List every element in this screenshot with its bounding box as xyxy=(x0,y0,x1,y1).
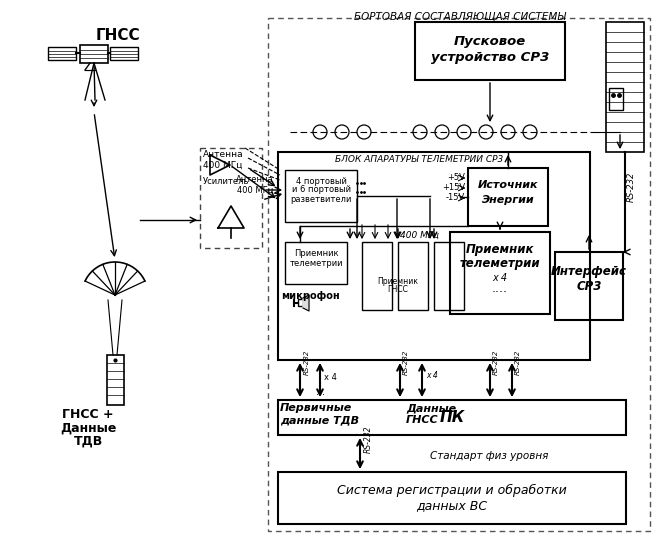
Text: ГНСС: ГНСС xyxy=(96,27,141,43)
Text: БЛОК АПАРАТУРЫ ТЕЛЕМЕТРИИ СР3: БЛОК АПАРАТУРЫ ТЕЛЕМЕТРИИ СР3 xyxy=(335,155,503,163)
Text: телеметрии: телеметрии xyxy=(289,259,343,267)
Text: Антенна
400 МГц: Антенна 400 МГц xyxy=(203,150,244,170)
Text: данных ВС: данных ВС xyxy=(416,500,488,513)
Text: ГНСС +: ГНСС + xyxy=(62,409,114,421)
Text: 4 портовый: 4 портовый xyxy=(296,176,346,185)
Text: Энергии: Энергии xyxy=(482,195,535,205)
Text: х 4: х 4 xyxy=(492,273,508,283)
Text: RS-232: RS-232 xyxy=(493,350,499,375)
Text: х 4: х 4 xyxy=(426,370,438,379)
Text: данные ТДВ: данные ТДВ xyxy=(280,415,359,425)
Text: ГНСС: ГНСС xyxy=(406,415,439,425)
Text: Антенна
400 МГц: Антенна 400 МГц xyxy=(236,175,274,195)
Text: Приемник: Приемник xyxy=(294,248,339,258)
Text: телеметрии: телеметрии xyxy=(459,258,541,271)
Text: RS-232: RS-232 xyxy=(515,350,521,375)
Text: ...: ... xyxy=(316,387,325,397)
Text: Приемник: Приемник xyxy=(378,278,418,287)
Text: 400 МГц: 400 МГц xyxy=(401,231,440,239)
Text: Первичные: Первичные xyxy=(280,403,352,413)
Text: ....: .... xyxy=(492,281,508,294)
Text: ПК: ПК xyxy=(440,411,465,425)
Text: +5V: +5V xyxy=(447,174,465,183)
Text: Система регистрации и обработки: Система регистрации и обработки xyxy=(337,483,567,496)
Text: разветвители: разветвители xyxy=(290,195,352,204)
Text: RS-232: RS-232 xyxy=(403,350,409,375)
Text: БОРТОВАЯ СОСТАВЛЯЮЩАЯ СИСТЕМЫ: БОРТОВАЯ СОСТАВЛЯЮЩАЯ СИСТЕМЫ xyxy=(354,11,566,21)
Text: RS-232: RS-232 xyxy=(304,350,310,375)
Text: Приемник: Приемник xyxy=(466,244,534,257)
Text: Данные: Данные xyxy=(60,421,116,434)
Text: -15V: -15V xyxy=(446,194,465,203)
Text: +15V: +15V xyxy=(442,183,465,192)
Text: RS-232: RS-232 xyxy=(364,425,372,453)
Text: х 4: х 4 xyxy=(324,374,337,383)
Text: Пусковое: Пусковое xyxy=(454,36,526,49)
Text: ТДВ: ТДВ xyxy=(73,434,102,447)
Text: ГНСС: ГНСС xyxy=(387,286,409,294)
Text: и 6 портовый: и 6 портовый xyxy=(292,185,350,195)
Text: Данные: Данные xyxy=(406,403,456,413)
Text: микрофон: микрофон xyxy=(280,291,339,301)
Text: устройство СР3: устройство СР3 xyxy=(431,52,549,65)
Text: Источник: Источник xyxy=(478,180,539,190)
Text: RS-232: RS-232 xyxy=(626,171,636,202)
Text: Усилитель: Усилитель xyxy=(203,177,249,186)
Text: Стандарт физ уровня: Стандарт физ уровня xyxy=(430,451,548,461)
Polygon shape xyxy=(303,295,309,311)
Text: Интерфейс: Интерфейс xyxy=(551,266,627,279)
Text: СР3: СР3 xyxy=(576,280,602,293)
